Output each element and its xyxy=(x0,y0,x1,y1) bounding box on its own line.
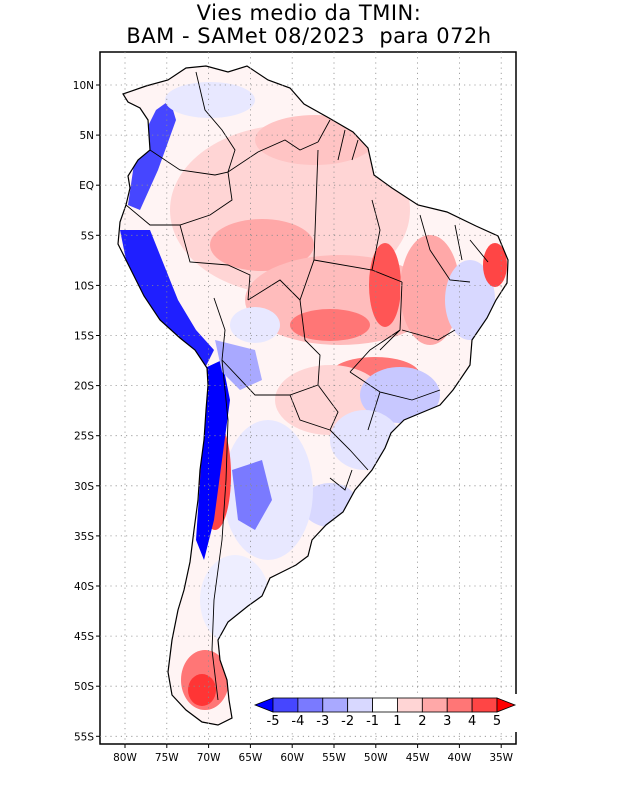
border-bolivia-south xyxy=(221,359,319,396)
lat-tick-label: 30S xyxy=(74,481,94,493)
warm-patch-tocantins xyxy=(369,243,401,327)
lon-tick-label: 50W xyxy=(364,752,388,764)
colorbar-box xyxy=(272,697,299,713)
graticule xyxy=(100,52,516,744)
border-brazil-bolivia xyxy=(247,279,321,386)
border-uruguay xyxy=(329,469,353,491)
lat-tick-label: 35S xyxy=(74,531,94,543)
latitude-labels: 10N 5N EQ 5S 10S 15S 20S 25S 30S 35S 40S 45S 50S 55S xyxy=(73,80,100,743)
lon-tick-label: 70W xyxy=(197,752,221,764)
cool-band-argentina-west xyxy=(232,460,272,530)
warm-patch-central-core xyxy=(290,309,370,341)
lat-tick-label: 5S xyxy=(81,230,95,242)
cool-band-altiplano xyxy=(215,340,262,390)
lon-tick-label: 75W xyxy=(155,752,179,764)
coastline xyxy=(117,65,509,726)
cool-patch-colombia xyxy=(165,82,255,118)
colorbar-label: -3 xyxy=(316,714,329,729)
border-peru-brazil xyxy=(179,224,251,301)
colorbar-label: -4 xyxy=(291,714,304,729)
lat-tick-label: 15S xyxy=(74,331,94,343)
colorbar-box xyxy=(471,697,498,713)
colorbar-box xyxy=(421,697,448,713)
state-borders-brazil xyxy=(299,149,489,431)
map-title: Vies medio da TMIN: BAM - SAMet 08/2023 … xyxy=(0,2,618,48)
colorbar-box xyxy=(372,697,398,713)
cool-patch-southeast xyxy=(360,367,440,423)
border-colombia-peru xyxy=(125,149,233,226)
colorbar-label: 4 xyxy=(468,714,476,729)
colorbar-label: -2 xyxy=(341,714,354,729)
bias-patches xyxy=(120,82,507,710)
border-venezuela-brazil xyxy=(227,139,319,173)
colorbar: -5 -4 -3 -2 -1 1 2 3 4 5 xyxy=(251,694,519,732)
colorbar-label: 1 xyxy=(393,714,401,729)
lon-tick-label: 60W xyxy=(280,752,304,764)
cool-band-andes-north xyxy=(128,100,176,210)
lon-tick-label: 40W xyxy=(448,752,472,764)
border-guianas xyxy=(317,119,359,161)
warm-patch-tierra xyxy=(188,674,216,706)
border-colombia-venezuela xyxy=(195,71,236,173)
cool-band-peru xyxy=(120,230,214,368)
warm-patch-amazon-core xyxy=(210,219,314,271)
colorbar-label: 2 xyxy=(418,714,426,729)
lat-tick-label: 40S xyxy=(74,581,94,593)
colorbar-label: -1 xyxy=(366,714,379,729)
lat-tick-label: 50S xyxy=(74,681,94,693)
colorbar-arrow-right xyxy=(496,697,517,713)
lat-tick-label: 45S xyxy=(74,631,94,643)
lon-tick-label: 45W xyxy=(406,752,430,764)
lon-tick-label: 65W xyxy=(239,752,263,764)
lat-tick-label: 10S xyxy=(74,280,94,292)
lon-tick-label: 55W xyxy=(322,752,346,764)
cool-patch-rondonia xyxy=(230,307,280,343)
colorbar-box xyxy=(397,697,423,713)
colorbar-box xyxy=(347,697,373,713)
title-line-2: BAM - SAMet 08/2023 para 072h xyxy=(126,24,492,48)
lat-tick-label: 10N xyxy=(73,80,94,92)
colorbar-label: 5 xyxy=(493,714,501,729)
lat-tick-label: EQ xyxy=(79,180,94,192)
bias-field xyxy=(117,65,509,726)
cool-patch-northeast xyxy=(445,260,495,340)
lat-tick-label: 25S xyxy=(74,431,94,443)
title-line-1: Vies medio da TMIN: xyxy=(196,1,422,25)
country-borders xyxy=(125,71,489,701)
colorbar-label: -5 xyxy=(267,714,280,729)
lon-tick-label: 35W xyxy=(489,752,513,764)
colorbar-label: 3 xyxy=(443,714,451,729)
colorbar-box xyxy=(446,697,473,713)
border-argentina-brazil xyxy=(329,429,369,471)
colorbar-box xyxy=(297,697,324,713)
border-chile-argentina xyxy=(211,359,229,701)
border-peru-bolivia xyxy=(213,297,226,361)
lat-tick-label: 20S xyxy=(74,381,94,393)
lat-tick-label: 55S xyxy=(74,731,94,743)
lon-tick-label: 80W xyxy=(113,752,137,764)
longitude-labels: 80W 75W 70W 65W 60W 55W 50W 45W 40W 35W xyxy=(113,744,514,764)
colorbar-box xyxy=(322,697,349,713)
lat-tick-label: 5N xyxy=(79,130,94,142)
warm-patch-bahia xyxy=(400,235,460,345)
